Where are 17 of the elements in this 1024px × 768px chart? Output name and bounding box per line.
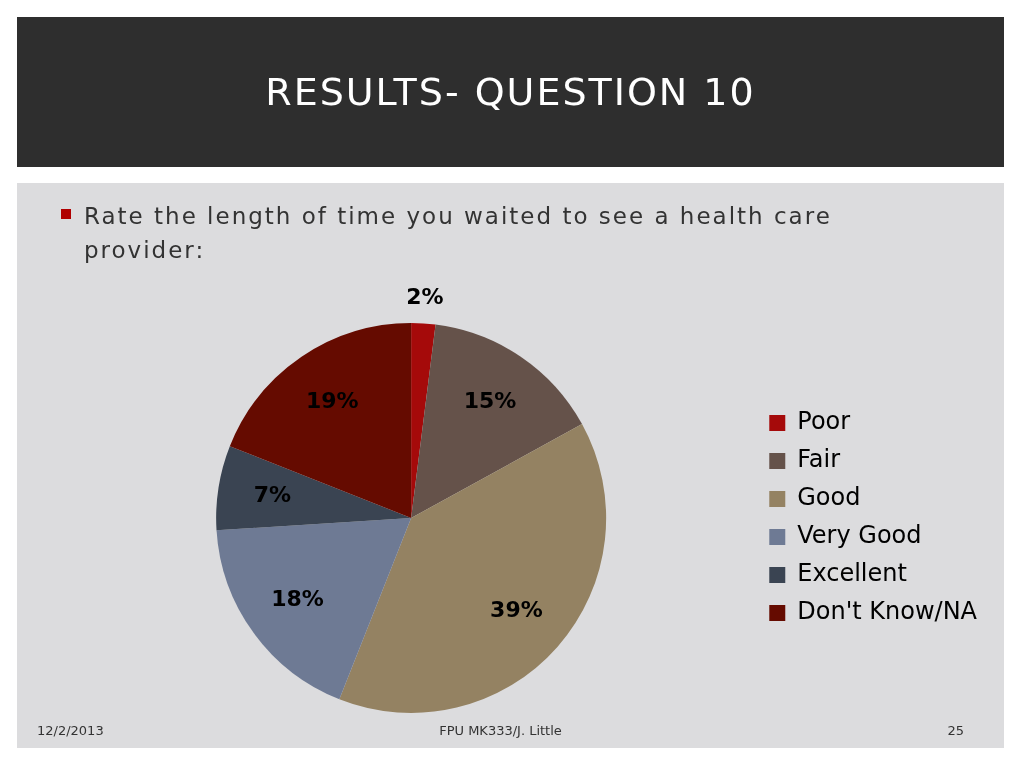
data-label: 39%: [490, 596, 543, 622]
legend-label: Excellent: [797, 559, 907, 588]
data-label: 7%: [253, 481, 292, 507]
legend-label: Poor: [797, 407, 851, 436]
legend-label: Fair: [797, 445, 841, 474]
text: FPU MK333/J. Little: [439, 723, 562, 738]
data-label: 19%: [305, 387, 359, 413]
chart-subtitle: Rate the length of time you waited to see a health care provider:: [84, 202, 833, 265]
text: 25: [947, 723, 964, 738]
legend-label: Very Good: [797, 521, 922, 550]
data-label: 15%: [463, 387, 517, 413]
chart-title: RESULTS- QUESTION 10: [265, 70, 756, 114]
legend-label: Don't Know/NA: [797, 597, 978, 626]
text: 12/2/2013: [37, 723, 104, 738]
data-label: 18%: [271, 586, 324, 612]
data-label: 2%: [406, 283, 444, 309]
legend-label: Good: [797, 483, 861, 512]
